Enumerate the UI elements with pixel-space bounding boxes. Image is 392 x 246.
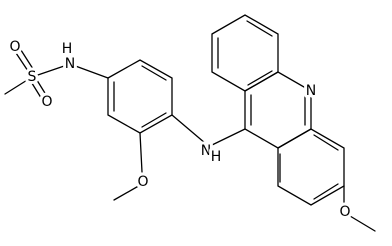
atom-labels: S O O N H O N H N O (6, 36, 353, 223)
atom-label: S (28, 69, 37, 85)
bonds (4, 14, 376, 232)
atom-label: N (65, 56, 75, 72)
atom-label: N (306, 83, 316, 99)
atom-label: O (137, 174, 148, 190)
atom-label: O (339, 204, 350, 220)
atom-label: N (201, 143, 211, 159)
atom-label: O (9, 39, 20, 55)
atom-label: O (41, 94, 52, 110)
atom-label: H (62, 41, 73, 57)
atom-label: H (211, 149, 222, 165)
